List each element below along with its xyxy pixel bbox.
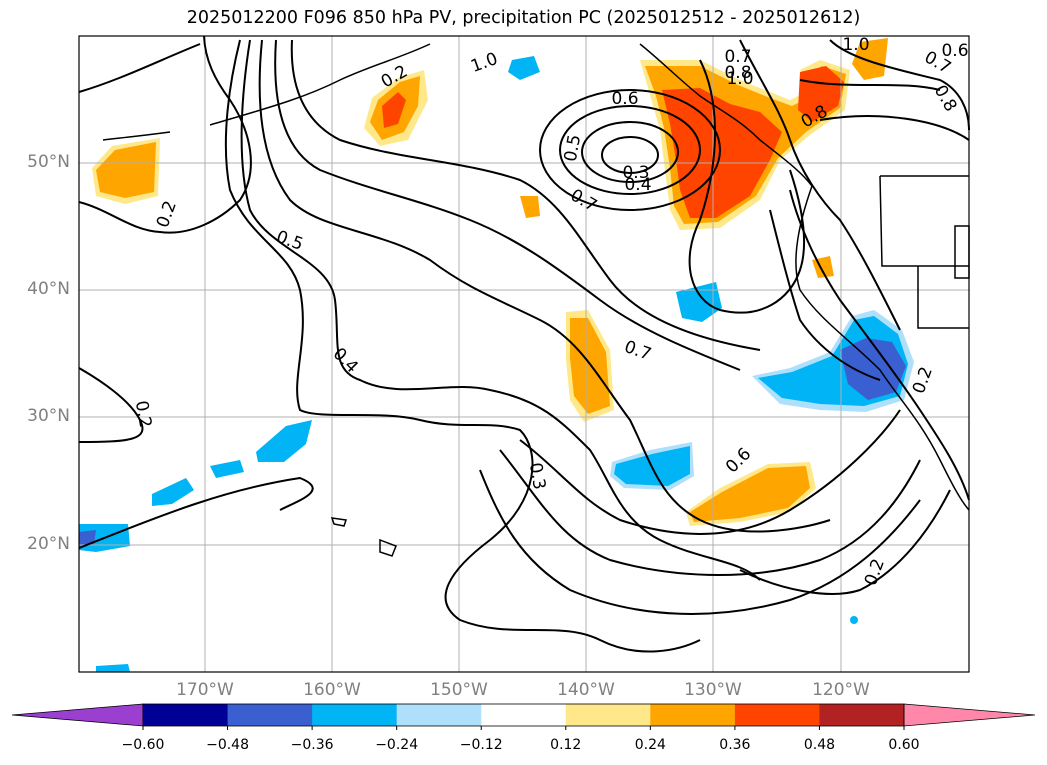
- colorbar-segment: [143, 704, 229, 726]
- colorbar-tick-label: −0.48: [206, 737, 249, 753]
- colorbar-tick-label: 0.60: [888, 737, 920, 753]
- contour-label: 0.7: [724, 47, 751, 67]
- colorbar-segment: [396, 704, 482, 726]
- contour-label: 0.2: [131, 399, 155, 429]
- precip-positive-patch: [798, 66, 844, 122]
- precip-negative-patch: [508, 56, 540, 80]
- precip-negative-patch: [850, 616, 858, 624]
- contour-label: 0.6: [941, 41, 968, 61]
- contour-label: 0.8: [724, 63, 751, 83]
- map-frame: [78, 35, 970, 673]
- colorbar-segment: [481, 704, 567, 726]
- colorbar-segment: [227, 704, 313, 726]
- precip-positive-patch: [382, 92, 406, 128]
- precip-negative-patch: [152, 478, 194, 506]
- lon-label: 120°W: [812, 680, 870, 700]
- colorbar: [11, 703, 1036, 730]
- colorbar-extend-max: [903, 703, 1036, 727]
- precip-positive-patch: [662, 88, 782, 218]
- colorbar-segment: [734, 704, 820, 726]
- lon-label: 150°W: [430, 680, 488, 700]
- colorbar-tick-label: 0.36: [719, 737, 751, 753]
- precip-positive-patch: [690, 466, 810, 522]
- precip-positive-patch: [570, 318, 610, 414]
- lat-label: 20°N: [27, 534, 70, 554]
- graticule: [79, 36, 969, 672]
- colorbar-segment: [819, 704, 905, 726]
- contour-label: 0.3: [622, 163, 649, 183]
- colorbar-tick-label: 0.12: [550, 737, 582, 753]
- precip-positive-patch: [520, 196, 540, 218]
- colorbar-segment: [312, 704, 398, 726]
- colorbar-frame: [142, 703, 905, 727]
- contour-label: 0.5: [561, 133, 585, 163]
- lon-label: 140°W: [557, 680, 615, 700]
- colorbar-extend-min: [11, 703, 144, 727]
- colorbar-segment: [650, 704, 736, 726]
- precip-shading: [79, 38, 914, 672]
- map-panel: [78, 35, 970, 673]
- precip-negative-patch: [256, 420, 312, 462]
- precip-negative-patch: [676, 282, 722, 322]
- colorbar-segment: [565, 704, 651, 726]
- colorbar-tick-label: −0.24: [375, 737, 419, 753]
- lat-label: 50°N: [27, 152, 70, 172]
- contour-label: 1.0: [842, 35, 869, 55]
- colorbar-tick-label: −0.12: [459, 737, 503, 753]
- precip-positive-patch: [852, 38, 888, 80]
- map-title: 2025012200 F096 850 hPa PV, precipitatio…: [186, 8, 861, 28]
- precip-negative-patch: [96, 664, 130, 672]
- colorbar-tick-label: −0.60: [121, 737, 165, 753]
- colorbar-tick-label: −0.36: [290, 737, 334, 753]
- pv-contours: [78, 35, 970, 653]
- lon-label: 160°W: [303, 680, 361, 700]
- contour-label: 0.4: [624, 175, 651, 195]
- precip-positive-patch: [96, 142, 156, 198]
- colorbar-tick-label: 0.48: [803, 737, 836, 753]
- contour-label: 0.6: [611, 89, 638, 109]
- lat-label: 40°N: [27, 279, 70, 299]
- contour-label: 1.0: [726, 69, 753, 89]
- precip-negative-patch: [210, 460, 244, 478]
- lon-label: 170°W: [176, 680, 234, 700]
- lat-label: 30°N: [27, 406, 70, 426]
- map-background: [79, 36, 969, 672]
- lon-label: 130°W: [684, 680, 742, 700]
- colorbar-tick-label: 0.24: [634, 737, 666, 753]
- contour-label: 0.3: [525, 461, 549, 491]
- coastlines: [102, 43, 970, 557]
